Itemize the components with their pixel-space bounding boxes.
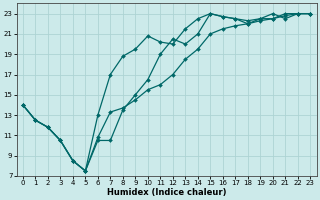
X-axis label: Humidex (Indice chaleur): Humidex (Indice chaleur): [107, 188, 226, 197]
